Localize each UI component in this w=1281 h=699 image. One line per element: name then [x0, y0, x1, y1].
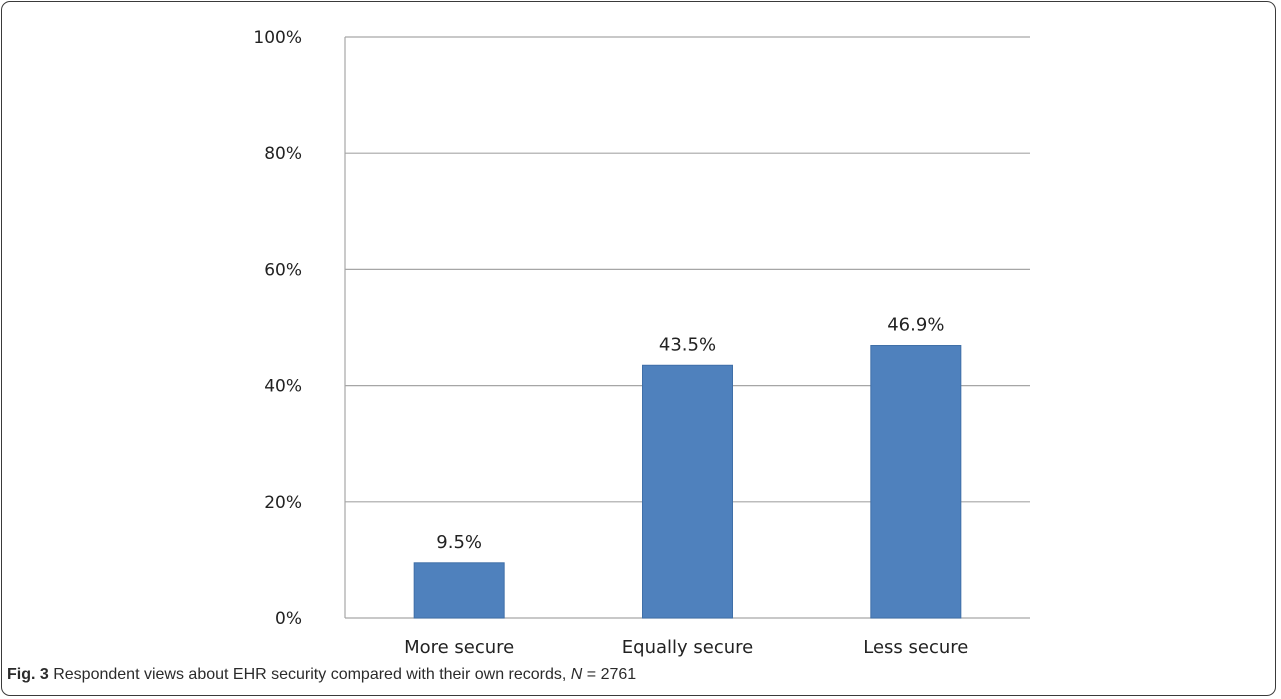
figure-caption: Fig. 3 Respondent views about EHR securi… — [7, 666, 636, 684]
x-axis-category-labels: More secure Equally secure Less secure — [404, 637, 968, 658]
y-tick-label: 60% — [264, 260, 302, 280]
bars — [413, 345, 962, 619]
x-tick-label: Equally secure — [622, 637, 753, 658]
y-tick-label: 0% — [275, 609, 302, 629]
y-tick-label: 40% — [264, 377, 302, 397]
y-tick-label: 100% — [253, 28, 302, 48]
y-tick-label: 80% — [264, 144, 302, 164]
bar — [413, 562, 505, 619]
data-label: 43.5% — [659, 334, 716, 355]
x-tick-label: More secure — [404, 637, 514, 658]
figure-number: Fig. 3 — [7, 666, 49, 683]
data-label: 9.5% — [436, 532, 482, 553]
caption-text: Respondent views about EHR security comp… — [48, 666, 571, 683]
bar — [870, 345, 962, 619]
x-tick-label: Less secure — [863, 637, 968, 658]
caption-n-value: = 2761 — [582, 666, 637, 683]
data-label: 46.9% — [887, 315, 944, 336]
y-tick-label: 20% — [264, 493, 302, 513]
bar — [642, 364, 733, 619]
y-axis-tick-labels: 0% 20% 40% 60% 80% 100% — [253, 28, 302, 629]
caption-n-symbol: N — [570, 666, 583, 683]
value-labels: 9.5% 43.5% 46.9% — [436, 315, 944, 553]
